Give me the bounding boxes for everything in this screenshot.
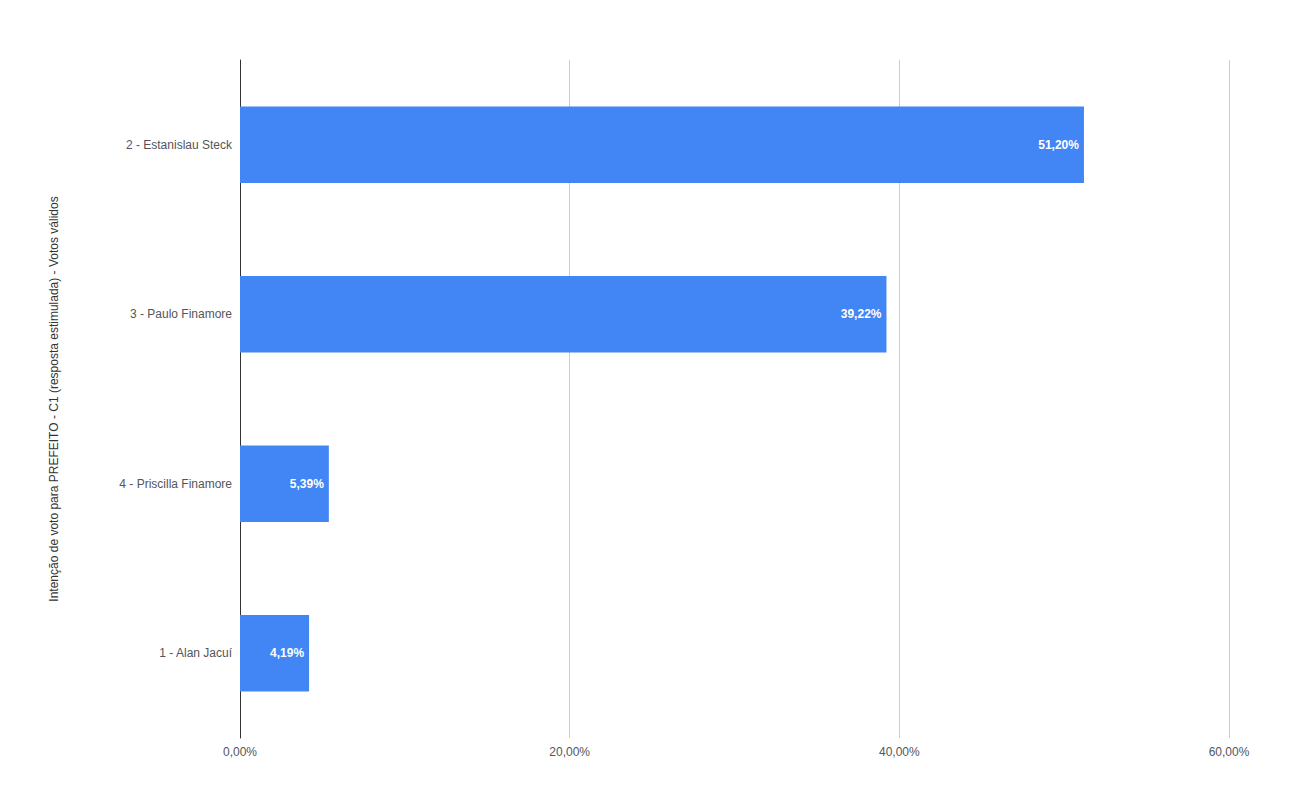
- svg-text:0,00%: 0,00%: [223, 745, 257, 759]
- svg-text:4 - Priscilla Finamore: 4 - Priscilla Finamore: [119, 477, 232, 491]
- svg-text:40,00%: 40,00%: [879, 745, 920, 759]
- svg-text:5,39%: 5,39%: [290, 477, 324, 491]
- svg-text:51,20%: 51,20%: [1038, 138, 1079, 152]
- svg-text:20,00%: 20,00%: [549, 745, 590, 759]
- svg-text:Intenção de voto para PREFEITO: Intenção de voto para PREFEITO - C1 (res…: [47, 196, 61, 601]
- svg-text:1 - Alan Jacuí: 1 - Alan Jacuí: [159, 646, 232, 660]
- svg-text:39,22%: 39,22%: [841, 307, 882, 321]
- svg-text:3 - Paulo Finamore: 3 - Paulo Finamore: [130, 307, 232, 321]
- svg-text:4,19%: 4,19%: [270, 646, 304, 660]
- svg-text:60,00%: 60,00%: [1209, 745, 1250, 759]
- svg-text:2 - Estanislau Steck: 2 - Estanislau Steck: [126, 138, 233, 152]
